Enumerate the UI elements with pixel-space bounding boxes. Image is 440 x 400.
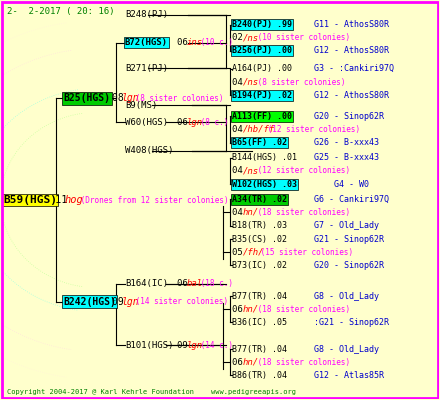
Text: G11 - AthosS80R: G11 - AthosS80R — [314, 20, 389, 29]
Text: lgn: lgn — [187, 341, 203, 350]
Text: B248(PJ): B248(PJ) — [125, 10, 168, 19]
Text: 06: 06 — [177, 279, 193, 288]
Text: A164(PJ) .00: A164(PJ) .00 — [232, 64, 292, 73]
Text: B77(TR) .04: B77(TR) .04 — [232, 344, 287, 354]
Text: W60(HGS): W60(HGS) — [125, 118, 168, 127]
Text: hog: hog — [65, 195, 84, 205]
Text: B18(TR) .03: B18(TR) .03 — [232, 221, 287, 230]
Text: /ns: /ns — [243, 33, 259, 42]
Text: G4 - W0: G4 - W0 — [314, 180, 369, 188]
Text: B86(TR) .04: B86(TR) .04 — [232, 371, 287, 380]
Text: (18 c.): (18 c.) — [196, 279, 233, 288]
Text: B256(PJ) .00: B256(PJ) .00 — [232, 46, 292, 56]
Text: B77(TR) .04: B77(TR) .04 — [232, 292, 287, 300]
Text: 04: 04 — [232, 125, 249, 134]
Text: (18 sister colonies): (18 sister colonies) — [253, 208, 350, 217]
Text: G8 - Old_Lady: G8 - Old_Lady — [314, 344, 379, 354]
Text: W408(HGS): W408(HGS) — [125, 146, 173, 156]
Text: B164(IC): B164(IC) — [125, 279, 168, 288]
Text: (8 sister colonies): (8 sister colonies) — [132, 94, 224, 103]
Text: lgn: lgn — [121, 93, 139, 103]
Text: B271(PJ): B271(PJ) — [125, 64, 168, 73]
Text: 06: 06 — [232, 358, 249, 367]
Text: (12 sister colonies): (12 sister colonies) — [253, 166, 350, 176]
Text: hn/: hn/ — [243, 305, 259, 314]
Text: lgn: lgn — [187, 118, 203, 127]
Text: lgn: lgn — [121, 297, 139, 307]
Text: 2-  2-2017 ( 20: 16): 2- 2-2017 ( 20: 16) — [7, 7, 115, 16]
Text: (18 sister colonies): (18 sister colonies) — [253, 305, 350, 314]
Text: B144(HGS) .01: B144(HGS) .01 — [232, 153, 297, 162]
Text: B72(HGS): B72(HGS) — [125, 38, 168, 47]
Text: /ns: /ns — [243, 78, 259, 86]
Text: /hb/ff: /hb/ff — [243, 125, 275, 134]
Text: (15 sister colonies): (15 sister colonies) — [257, 248, 354, 257]
Text: (Drones from 12 sister colonies): (Drones from 12 sister colonies) — [76, 196, 228, 204]
Text: 08: 08 — [112, 93, 129, 103]
Text: hn/: hn/ — [243, 208, 259, 217]
Text: 09: 09 — [112, 297, 129, 307]
Text: 04: 04 — [232, 78, 249, 86]
Text: 06: 06 — [177, 38, 193, 47]
Text: G7 - Old_Lady: G7 - Old_Lady — [314, 221, 379, 230]
Text: G20 - Sinop62R: G20 - Sinop62R — [314, 112, 384, 121]
Text: G12 - AthosS80R: G12 - AthosS80R — [314, 46, 389, 56]
Text: /fh/: /fh/ — [243, 248, 264, 257]
Text: B240(PJ) .99: B240(PJ) .99 — [232, 20, 292, 29]
Text: B73(IC) .02: B73(IC) .02 — [232, 261, 287, 270]
Text: Copyright 2004-2017 @ Karl Kehrle Foundation    www.pedigreeapis.org: Copyright 2004-2017 @ Karl Kehrle Founda… — [7, 389, 296, 395]
Text: G12 - Atlas85R: G12 - Atlas85R — [314, 371, 384, 380]
Text: B25(HGS): B25(HGS) — [63, 93, 110, 103]
Text: G26 - B-xxx43: G26 - B-xxx43 — [314, 138, 379, 147]
Text: :G21 - Sinop62R: :G21 - Sinop62R — [314, 318, 389, 327]
Text: W102(HGS) .03: W102(HGS) .03 — [232, 180, 297, 188]
Text: G3 - :Cankiri97Q: G3 - :Cankiri97Q — [314, 64, 394, 73]
Text: (8 sister colonies): (8 sister colonies) — [253, 78, 345, 86]
Text: 02: 02 — [232, 33, 249, 42]
Text: B101(HGS): B101(HGS) — [125, 341, 173, 350]
Text: 06: 06 — [232, 305, 249, 314]
Text: bal: bal — [187, 279, 203, 288]
Text: G8 - Old_Lady: G8 - Old_Lady — [314, 292, 379, 300]
Text: (14 sister colonies): (14 sister colonies) — [132, 297, 228, 306]
Text: B242(HGS): B242(HGS) — [63, 297, 116, 307]
Text: (12 sister colonies): (12 sister colonies) — [263, 125, 360, 134]
Text: /ns: /ns — [243, 166, 259, 176]
Text: 04: 04 — [232, 166, 249, 176]
Text: ins: ins — [187, 38, 203, 47]
Text: G25 - B-xxx43: G25 - B-xxx43 — [314, 153, 379, 162]
Text: G21 - Sinop62R: G21 - Sinop62R — [314, 234, 384, 244]
Text: hn/: hn/ — [243, 358, 259, 367]
Text: 05: 05 — [232, 248, 249, 257]
Text: 11: 11 — [55, 195, 74, 205]
Text: (8 c.): (8 c.) — [196, 118, 229, 127]
Text: (14 c.): (14 c.) — [196, 341, 233, 350]
Text: B9(MS): B9(MS) — [125, 101, 157, 110]
Text: A113(FF) .00: A113(FF) .00 — [232, 112, 292, 121]
Text: G12 - AthosS80R: G12 - AthosS80R — [314, 91, 389, 100]
Text: B65(FF) .02: B65(FF) .02 — [232, 138, 287, 147]
Text: (10 c.): (10 c.) — [196, 38, 233, 47]
Text: B36(IC) .05: B36(IC) .05 — [232, 318, 287, 327]
Text: B35(CS) .02: B35(CS) .02 — [232, 234, 287, 244]
Text: 04: 04 — [232, 208, 249, 217]
Text: G6 - Cankiri97Q: G6 - Cankiri97Q — [314, 195, 389, 204]
Text: (18 sister colonies): (18 sister colonies) — [253, 358, 350, 367]
Text: 09: 09 — [177, 341, 193, 350]
Text: A34(TR) .02: A34(TR) .02 — [232, 195, 287, 204]
Text: B59(HGS): B59(HGS) — [3, 195, 57, 205]
Text: B194(PJ) .02: B194(PJ) .02 — [232, 91, 292, 100]
Text: G20 - Sinop62R: G20 - Sinop62R — [314, 261, 384, 270]
Text: 06: 06 — [177, 118, 193, 127]
Text: (10 sister colonies): (10 sister colonies) — [253, 33, 350, 42]
